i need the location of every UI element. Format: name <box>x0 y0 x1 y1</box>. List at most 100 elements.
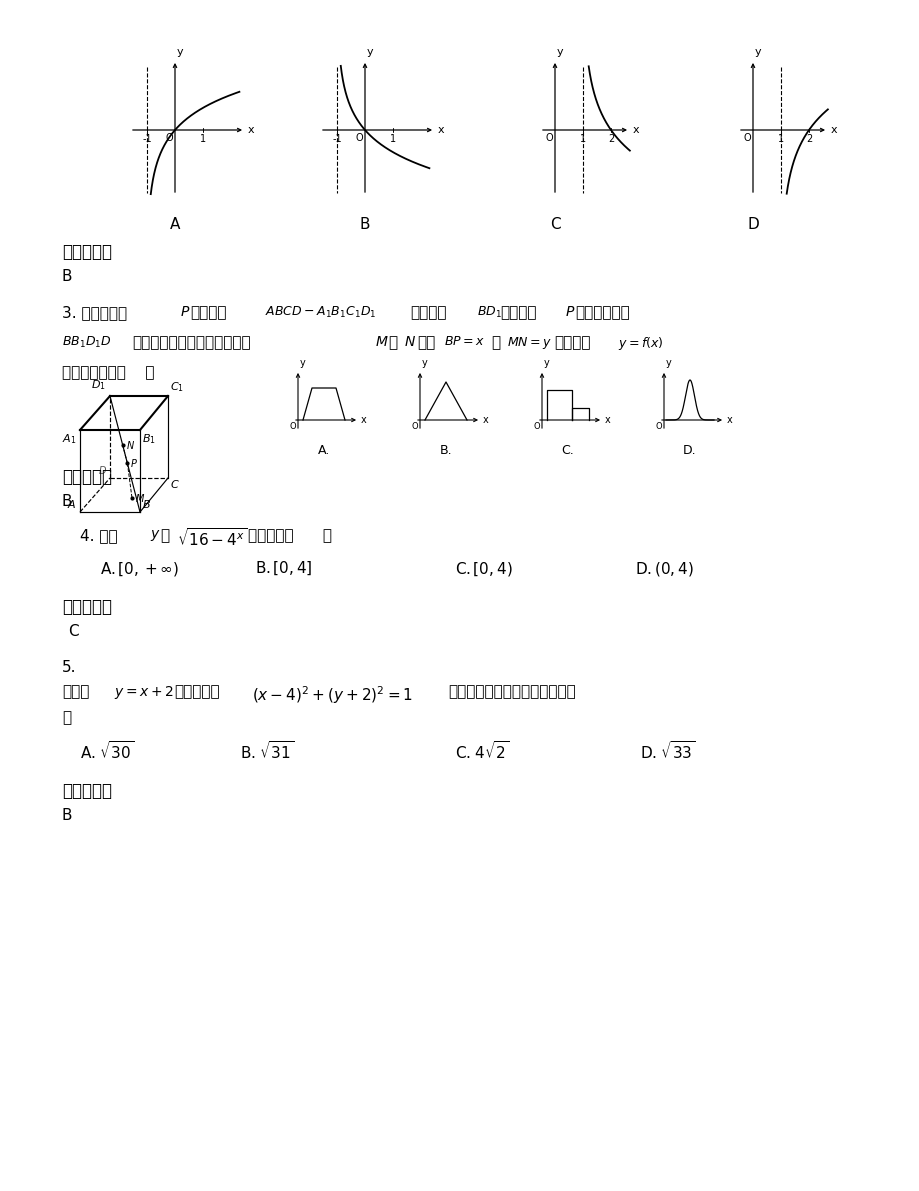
Text: A: A <box>170 217 180 232</box>
Text: $y$: $y$ <box>150 528 161 543</box>
Text: $y=x+2$: $y=x+2$ <box>114 684 174 701</box>
Text: x: x <box>248 125 255 135</box>
Text: $(x-4)^2+(y+2)^2=1$: $(x-4)^2+(y+2)^2=1$ <box>252 684 413 706</box>
Text: C: C <box>549 217 560 232</box>
Text: $y=f(x)$: $y=f(x)$ <box>618 335 663 353</box>
Text: x: x <box>830 125 836 135</box>
Text: 2: 2 <box>607 135 614 144</box>
Text: ，: ， <box>491 335 500 350</box>
Text: B: B <box>359 217 369 232</box>
Text: -1: -1 <box>332 135 342 144</box>
Text: x: x <box>360 414 367 425</box>
Text: B.$\;\sqrt{31}$: B.$\;\sqrt{31}$ <box>240 740 294 762</box>
Text: O: O <box>289 422 296 431</box>
Text: B: B <box>62 494 73 509</box>
Text: ＝: ＝ <box>160 528 169 543</box>
Text: $BD_1$: $BD_1$ <box>476 305 502 320</box>
Text: D.: D. <box>683 444 696 457</box>
Text: 参考答案：: 参考答案： <box>62 598 112 616</box>
Text: 在正方体: 在正方体 <box>190 305 226 320</box>
Text: 1: 1 <box>199 135 206 144</box>
Text: 作垂直于平面: 作垂直于平面 <box>574 305 630 320</box>
Text: B.: B. <box>439 444 452 457</box>
Text: $BP=x$: $BP=x$ <box>444 335 484 348</box>
Text: O: O <box>545 133 552 143</box>
Text: $N$: $N$ <box>126 438 134 450</box>
Text: $A_1$: $A_1$ <box>62 432 76 445</box>
Text: 参考答案：: 参考答案： <box>62 782 112 800</box>
Text: $ABCD-A_1B_1C_1D_1$: $ABCD-A_1B_1C_1D_1$ <box>265 305 376 320</box>
Text: O: O <box>654 422 662 431</box>
Text: y: y <box>754 46 761 57</box>
Text: 1: 1 <box>579 135 585 144</box>
Text: x: x <box>605 414 610 425</box>
Text: y: y <box>422 358 427 368</box>
Text: D.$\,(0,4)$: D.$\,(0,4)$ <box>634 560 693 578</box>
Text: $A$: $A$ <box>66 498 76 510</box>
Text: O: O <box>533 422 539 431</box>
Text: C.: C. <box>561 444 573 457</box>
Text: $C_1$: $C_1$ <box>170 380 184 394</box>
Text: y: y <box>556 46 563 57</box>
Text: y: y <box>665 358 671 368</box>
Text: B: B <box>62 269 73 283</box>
Text: $B$: $B$ <box>142 498 151 510</box>
Text: $C$: $C$ <box>170 478 179 490</box>
Text: 的直线，与正方体表面相交于: 的直线，与正方体表面相交于 <box>131 335 250 350</box>
Text: A.$\;\sqrt{30}$: A.$\;\sqrt{30}$ <box>80 740 134 762</box>
Text: $M$: $M$ <box>375 335 388 349</box>
Text: 参考答案：: 参考答案： <box>62 468 112 486</box>
Text: y: y <box>176 46 184 57</box>
Text: $\sqrt{16-4^x}$: $\sqrt{16-4^x}$ <box>176 528 247 549</box>
Text: 的值域是（      ）: 的值域是（ ） <box>248 528 332 543</box>
Text: $N$: $N$ <box>403 335 415 349</box>
Text: $MN=y$: $MN=y$ <box>506 335 551 351</box>
Text: ，: ， <box>388 335 397 350</box>
Text: ）: ） <box>62 710 71 725</box>
Text: $P$: $P$ <box>564 305 574 319</box>
Text: 3. 如图，动点: 3. 如图，动点 <box>62 305 127 320</box>
Text: C.$\,[0,4)$: C.$\,[0,4)$ <box>455 560 512 578</box>
Text: ，则函数: ，则函数 <box>553 335 590 350</box>
Text: $D$: $D$ <box>97 464 107 476</box>
Text: x: x <box>632 125 639 135</box>
Text: x: x <box>726 414 732 425</box>
Text: 的对角线: 的对角线 <box>410 305 446 320</box>
Text: $B_1$: $B_1$ <box>142 432 155 445</box>
Text: 参考答案：: 参考答案： <box>62 243 112 261</box>
Text: -1: -1 <box>142 135 152 144</box>
Text: $M$: $M$ <box>135 492 145 504</box>
Text: $P$: $P$ <box>180 305 190 319</box>
Text: B: B <box>62 807 73 823</box>
Text: 2: 2 <box>805 135 811 144</box>
Text: $BB_1D_1D$: $BB_1D_1D$ <box>62 335 111 350</box>
Text: 由直线: 由直线 <box>62 684 89 699</box>
Text: O: O <box>743 133 750 143</box>
Text: 5.: 5. <box>62 660 76 675</box>
Text: D.$\;\sqrt{33}$: D.$\;\sqrt{33}$ <box>640 740 695 762</box>
Text: 4. 函数: 4. 函数 <box>80 528 118 543</box>
Text: A.: A. <box>318 444 330 457</box>
Text: C.$\;4\sqrt{2}$: C.$\;4\sqrt{2}$ <box>455 740 509 762</box>
Text: O: O <box>355 133 363 143</box>
Text: 1: 1 <box>390 135 396 144</box>
Text: y: y <box>543 358 550 368</box>
Text: x: x <box>482 414 488 425</box>
Text: O: O <box>411 422 417 431</box>
Text: ．设: ．设 <box>416 335 435 350</box>
Text: 的图象大致是（    ）: 的图象大致是（ ） <box>62 364 154 380</box>
Text: D: D <box>746 217 758 232</box>
Text: A.$\,[0,+\infty)$: A.$\,[0,+\infty)$ <box>100 560 179 578</box>
Text: y: y <box>367 46 373 57</box>
Text: x: x <box>437 125 444 135</box>
Text: y: y <box>300 358 305 368</box>
Text: O: O <box>165 133 173 143</box>
Text: B.$\,[0,4]$: B.$\,[0,4]$ <box>255 560 312 578</box>
Text: $D_1$: $D_1$ <box>91 379 106 392</box>
Text: 上．过点: 上．过点 <box>499 305 536 320</box>
Text: 上的点向圆: 上的点向圆 <box>174 684 220 699</box>
Text: C: C <box>68 624 78 640</box>
Text: 1: 1 <box>777 135 783 144</box>
Text: $P$: $P$ <box>130 457 138 469</box>
Text: 引切线，则切线长的最小值为（: 引切线，则切线长的最小值为（ <box>448 684 575 699</box>
